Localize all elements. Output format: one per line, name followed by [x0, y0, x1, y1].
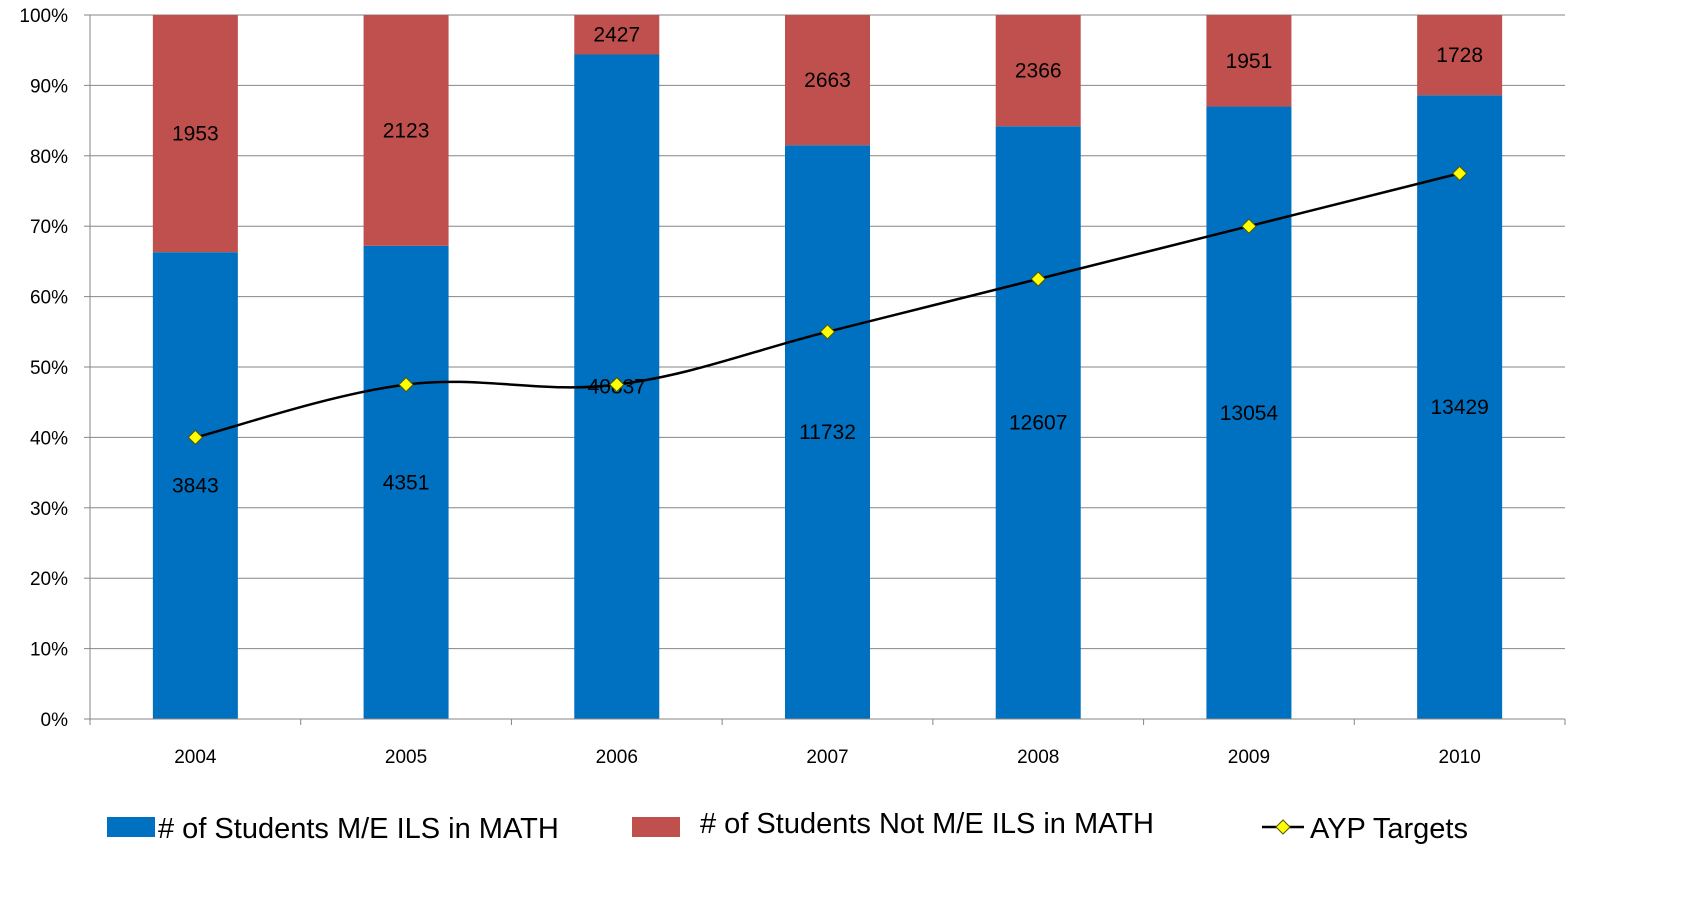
x-tick-label: 2009: [1228, 747, 1270, 768]
y-tick-label: 20%: [30, 569, 68, 590]
bar-me-ils: [995, 126, 1081, 719]
bar-not-me-ils: [574, 15, 660, 55]
ayp-target-marker: [398, 376, 414, 393]
data-label-not-me-ils: 2366: [1015, 60, 1062, 83]
legend-swatch-me-ils: [107, 817, 155, 837]
y-tick-label: 40%: [30, 428, 68, 449]
ayp-target-marker: [187, 429, 204, 446]
bar-not-me-ils: [785, 15, 870, 146]
bar-not-me-ils: [1206, 15, 1292, 107]
bar-me-ils: [1206, 106, 1292, 719]
data-label-not-me-ils: 1728: [1436, 44, 1483, 67]
bar-me-ils: [152, 252, 238, 719]
y-tick-label: 0%: [41, 710, 69, 731]
legend-label-me-ils: # of Students M/E ILS in MATH: [158, 813, 559, 845]
bar-me-ils: [1417, 95, 1503, 719]
y-tick-label: 60%: [30, 288, 68, 309]
data-label-not-me-ils: 1953: [172, 123, 219, 146]
y-tick-label: 80%: [30, 147, 68, 168]
legend: # of Students M/E ILS in MATH # of Studen…: [107, 808, 1468, 845]
y-tick-label: 90%: [30, 76, 68, 97]
y-tick-label: 70%: [30, 217, 68, 238]
ayp-target-marker: [1451, 165, 1468, 182]
data-label-not-me-ils: 2123: [383, 119, 430, 142]
bar-not-me-ils: [152, 15, 238, 253]
ayp-target-marker: [1241, 218, 1257, 234]
x-tick-labels: 2004 2005 2006 2007 2008 2009 2010: [174, 747, 1481, 768]
y-tick-label: 50%: [30, 358, 68, 379]
axes: [84, 14, 1566, 725]
data-label-me-ils: 3843: [172, 475, 219, 498]
legend-label-not-me-ils: # of Students Not M/E ILS in MATH: [700, 808, 1154, 840]
data-label-me-ils: 12607: [1009, 412, 1067, 435]
x-tick-label: 2010: [1439, 747, 1481, 768]
legend-label-ayp: AYP Targets: [1310, 813, 1468, 845]
x-tick-label: 2004: [174, 747, 217, 768]
y-tick-label: 10%: [30, 640, 68, 661]
bar-me-ils: [363, 245, 449, 720]
y-tick-labels: 0% 10% 20% 30% 40% 50% 60% 70% 80% 90% 100%: [19, 6, 68, 731]
bar-not-me-ils: [363, 15, 449, 246]
x-tick-label: 2008: [1017, 747, 1059, 768]
y-tick-label: 100%: [19, 6, 68, 27]
data-label-not-me-ils: 2663: [804, 69, 851, 92]
data-label-me-ils: 4351: [383, 471, 430, 494]
x-tick-label: 2006: [596, 747, 638, 768]
ayp-target-marker: [609, 376, 625, 393]
x-tick-label: 2005: [385, 747, 427, 768]
y-tick-label: 30%: [30, 499, 68, 520]
bars: [152, 15, 1503, 720]
bar-me-ils: [785, 145, 870, 719]
bar-not-me-ils: [1417, 15, 1503, 96]
data-label-me-ils: 11732: [799, 421, 856, 444]
ayp-target-marker: [819, 324, 836, 340]
data-label-me-ils: 13054: [1220, 402, 1279, 425]
data-label-not-me-ils: 2427: [593, 24, 640, 47]
data-labels: 3843195343512123408372427117322663126072…: [172, 24, 1489, 498]
data-label-not-me-ils: 1951: [1226, 50, 1273, 73]
legend-swatch-not-me-ils: [632, 817, 680, 837]
ayp-line: [187, 165, 1468, 446]
ayp-target-marker: [1030, 271, 1046, 287]
bar-not-me-ils: [995, 15, 1081, 127]
legend-marker-ayp: [1275, 819, 1291, 835]
x-tick-label: 2007: [806, 747, 848, 768]
data-label-me-ils: 13429: [1430, 396, 1488, 419]
